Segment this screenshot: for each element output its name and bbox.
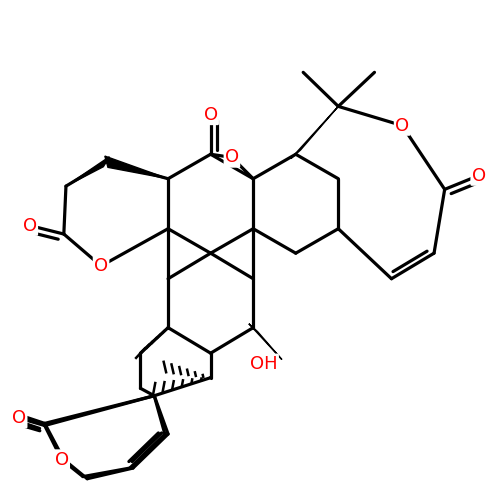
Text: O: O (395, 116, 409, 134)
Text: O: O (12, 409, 26, 427)
Polygon shape (291, 106, 339, 158)
Text: O: O (472, 166, 486, 184)
Text: OH: OH (250, 355, 278, 373)
Polygon shape (105, 156, 168, 178)
Text: O: O (54, 450, 69, 468)
Text: O: O (22, 216, 37, 234)
Text: O: O (225, 148, 239, 166)
Polygon shape (66, 156, 110, 186)
Polygon shape (249, 324, 282, 360)
Text: O: O (204, 106, 218, 124)
Text: O: O (94, 257, 108, 275)
